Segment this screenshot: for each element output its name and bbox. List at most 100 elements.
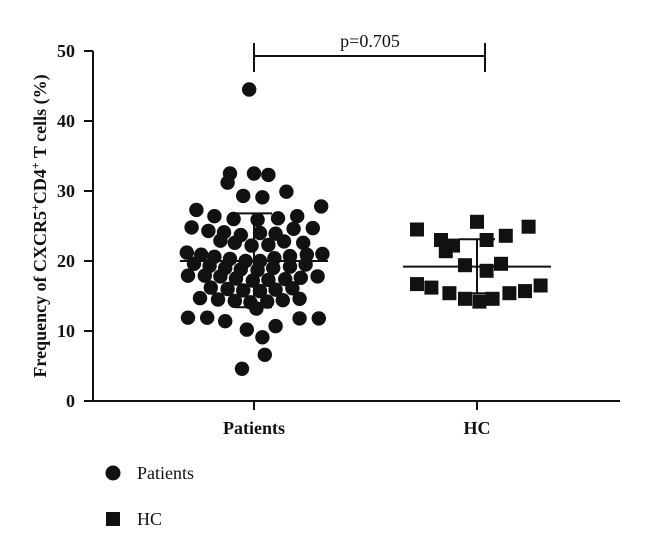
y-tick-label: 50 bbox=[57, 41, 75, 61]
data-point bbox=[200, 310, 215, 325]
data-point bbox=[239, 322, 254, 337]
data-point bbox=[479, 263, 494, 278]
data-point bbox=[458, 291, 472, 306]
data-point bbox=[292, 311, 307, 326]
data-point bbox=[442, 286, 457, 301]
y-ticks: 0 10 20 30 40 50 bbox=[57, 41, 93, 411]
significance-bracket: p=0.705 bbox=[253, 31, 486, 72]
y-axis-label-main: Frequency of CXCR5 bbox=[30, 211, 50, 378]
data-point bbox=[210, 292, 226, 307]
data-point bbox=[290, 209, 305, 224]
data-point bbox=[192, 290, 208, 306]
y-axis-label-sup-1: + bbox=[28, 204, 42, 211]
data-point bbox=[227, 293, 242, 309]
legend-label-patients: Patients bbox=[137, 463, 194, 483]
series-layer bbox=[179, 82, 551, 376]
data-point bbox=[314, 199, 329, 214]
data-point bbox=[213, 233, 228, 248]
data-point bbox=[255, 330, 270, 345]
data-point bbox=[242, 82, 257, 97]
data-point bbox=[424, 280, 439, 295]
data-point bbox=[438, 244, 453, 259]
data-point bbox=[228, 271, 244, 286]
legend-marker-square bbox=[106, 512, 120, 526]
data-point bbox=[255, 190, 270, 205]
legend: Patients HC bbox=[105, 463, 194, 529]
data-point bbox=[311, 311, 326, 326]
data-point bbox=[305, 220, 320, 236]
data-point bbox=[521, 219, 536, 234]
y-tick-label: 20 bbox=[57, 251, 75, 271]
data-point bbox=[279, 184, 294, 199]
data-point bbox=[282, 259, 298, 274]
data-point bbox=[410, 277, 424, 292]
p-value-annotation: p=0.705 bbox=[340, 31, 400, 51]
data-point bbox=[470, 214, 484, 229]
series-patients bbox=[179, 82, 330, 376]
legend-item-patients: Patients bbox=[105, 463, 194, 483]
data-point bbox=[227, 235, 242, 250]
data-point bbox=[494, 256, 508, 271]
data-point bbox=[533, 278, 548, 293]
data-point bbox=[310, 269, 325, 284]
data-point bbox=[410, 222, 424, 237]
x-ticks: Patients HC bbox=[223, 401, 491, 438]
data-point bbox=[270, 211, 286, 226]
data-point bbox=[218, 314, 233, 329]
data-point bbox=[498, 228, 513, 243]
data-point bbox=[275, 293, 290, 308]
data-point bbox=[203, 280, 218, 295]
data-point bbox=[485, 291, 500, 306]
x-tick-label: Patients bbox=[223, 418, 285, 438]
y-axis-label-mid: CD4 bbox=[30, 169, 50, 204]
data-point bbox=[226, 211, 241, 227]
data-point bbox=[518, 284, 532, 299]
y-tick-label: 30 bbox=[57, 181, 75, 201]
series-hc bbox=[403, 214, 551, 309]
data-point bbox=[189, 202, 204, 218]
data-point bbox=[250, 212, 265, 227]
data-point bbox=[298, 257, 313, 272]
data-point bbox=[234, 361, 250, 376]
data-point bbox=[249, 301, 264, 316]
y-tick-label: 10 bbox=[57, 321, 75, 341]
data-point bbox=[244, 238, 259, 253]
data-point bbox=[246, 166, 262, 181]
data-point bbox=[315, 246, 330, 262]
data-point bbox=[434, 233, 448, 247]
data-point bbox=[180, 268, 196, 283]
data-point bbox=[184, 220, 199, 235]
data-point bbox=[260, 294, 275, 309]
data-point bbox=[502, 286, 517, 301]
data-point bbox=[220, 175, 235, 190]
data-point bbox=[268, 318, 283, 334]
x-tick-label: HC bbox=[464, 418, 491, 438]
data-point bbox=[296, 235, 311, 250]
data-point bbox=[458, 258, 472, 273]
data-point bbox=[293, 270, 308, 285]
data-point bbox=[472, 294, 487, 309]
y-axis-label: Frequency of CXCR5+CD4+ T cells (%) bbox=[28, 74, 51, 377]
y-axis-label-end: T cells (%) bbox=[30, 74, 51, 162]
data-point bbox=[213, 269, 228, 284]
data-point bbox=[236, 283, 251, 298]
data-point bbox=[261, 167, 276, 183]
data-point bbox=[479, 233, 494, 247]
data-point bbox=[179, 245, 194, 260]
data-point bbox=[186, 256, 202, 271]
data-point bbox=[257, 347, 272, 362]
data-point bbox=[252, 283, 268, 299]
data-point bbox=[197, 268, 212, 283]
data-point bbox=[276, 234, 292, 249]
y-tick-label: 40 bbox=[57, 111, 75, 131]
y-axis-label-sup-2: + bbox=[28, 162, 42, 169]
data-point bbox=[268, 282, 283, 297]
legend-label-hc: HC bbox=[137, 509, 162, 529]
data-point bbox=[292, 291, 307, 306]
data-point bbox=[282, 248, 298, 264]
data-point bbox=[201, 223, 216, 239]
data-point bbox=[261, 237, 276, 253]
legend-marker-circle bbox=[105, 465, 121, 481]
data-point bbox=[266, 260, 281, 276]
